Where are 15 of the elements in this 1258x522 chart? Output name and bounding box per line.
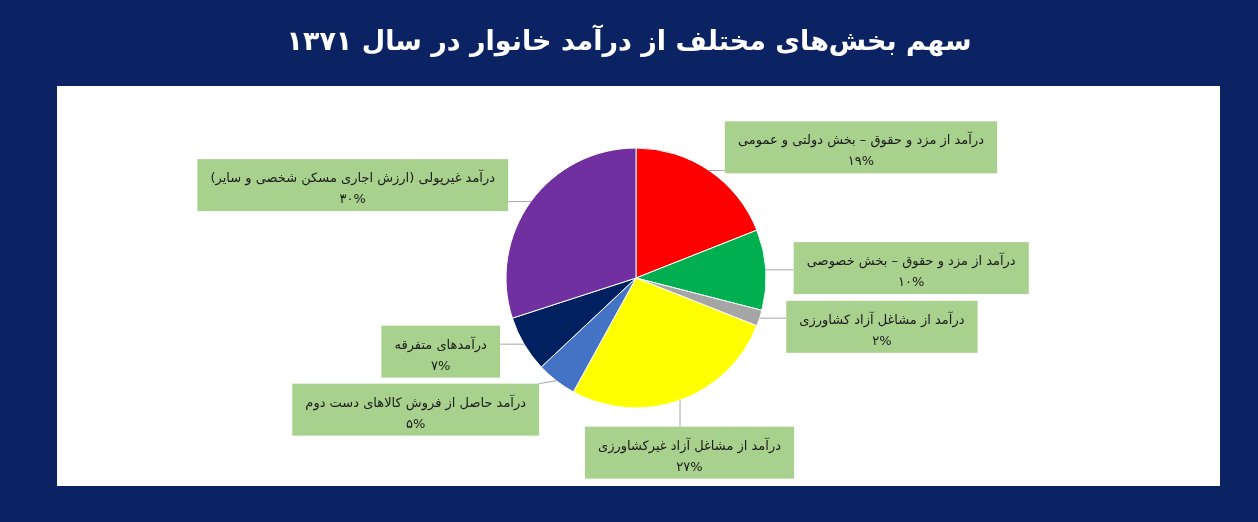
slice-label: درآمدهای متفرقه [394, 335, 488, 353]
slice-label: درآمد از مشاغل آزاد کشاورزی [799, 310, 965, 328]
data-label: ۲% [872, 332, 892, 348]
data-label: ۳۰% [339, 191, 366, 207]
data-label: ۷% [431, 357, 451, 373]
slice-label: درآمد از مزد و حقوق – بخش خصوصی [806, 252, 1016, 270]
data-label: ۲۷% [676, 458, 703, 474]
data-label: ۵% [406, 415, 426, 431]
slice-label: درآمد حاصل از فروش کالاهای دست دوم [305, 393, 527, 411]
title: سهم بخش‌های مختلف از درآمد خانوار در سال ۱۳۷۱ [286, 25, 972, 56]
slice-label: درآمد از مشاغل آزاد غیرکشاورزی [598, 436, 782, 454]
slice-label: درآمد از مزد و حقوق – بخش دولتی و عمومی [737, 131, 985, 149]
data-label: ۱۰% [898, 274, 925, 290]
data-label: ۱۹% [847, 153, 875, 169]
slice-label: درآمد غیرپولی (ارزش اجاری مسکن شخصی و سایر) [210, 169, 496, 187]
